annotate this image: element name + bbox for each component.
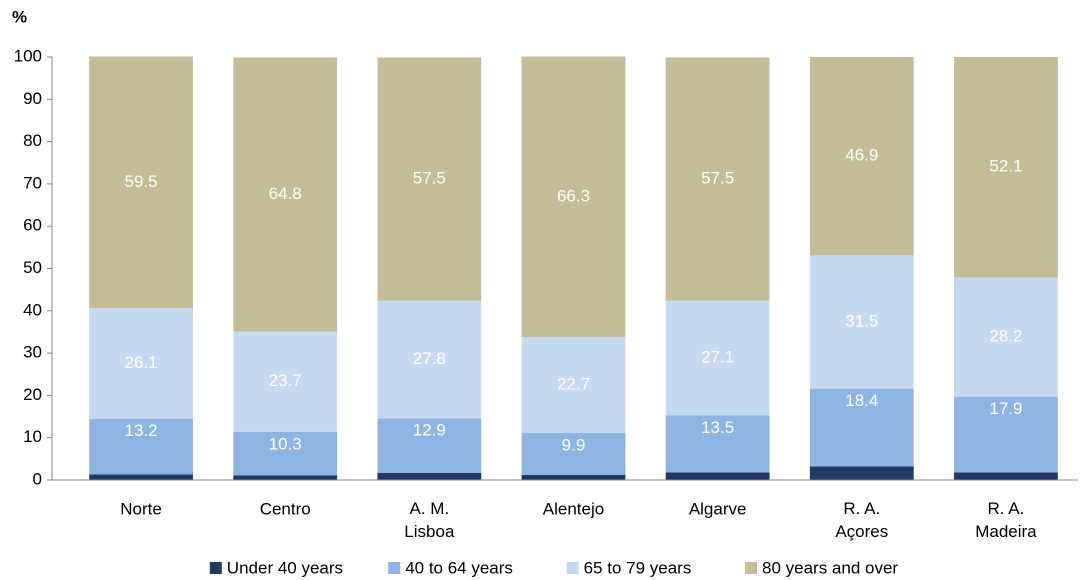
bar-segment bbox=[954, 472, 1058, 480]
y-tick-label: 30 bbox=[23, 343, 42, 362]
data-label: 18.4 bbox=[845, 391, 878, 410]
bar-segment bbox=[809, 57, 914, 256]
y-tick-label: 10 bbox=[23, 427, 42, 446]
bar-segment bbox=[809, 388, 914, 467]
bar-segment bbox=[233, 475, 338, 480]
bar-segment bbox=[233, 331, 338, 432]
y-tick-label: 20 bbox=[23, 385, 42, 404]
bar-segment bbox=[89, 56, 193, 309]
bar-segment bbox=[521, 474, 626, 480]
y-tick-label: 90 bbox=[23, 89, 42, 108]
x-tick-label: A. M. Lisboa bbox=[404, 499, 455, 541]
data-label: 64.8 bbox=[269, 184, 302, 203]
data-label: 10.3 bbox=[269, 434, 302, 453]
legend-label: 65 to 79 years bbox=[584, 558, 692, 577]
bar-segment bbox=[665, 415, 770, 473]
y-tick-label: 40 bbox=[23, 300, 42, 319]
bar-segment bbox=[377, 300, 482, 419]
bar-segment bbox=[521, 56, 626, 338]
legend-label: 80 years and over bbox=[762, 558, 898, 577]
data-label: 26.1 bbox=[125, 353, 158, 372]
y-tick-label: 70 bbox=[23, 173, 42, 192]
y-tick-label: 80 bbox=[23, 131, 42, 150]
bar-segment bbox=[521, 337, 626, 434]
bar-segment bbox=[521, 433, 626, 475]
data-label: 31.5 bbox=[845, 311, 878, 330]
y-tick-label: 0 bbox=[33, 469, 42, 488]
data-label: 52.1 bbox=[989, 157, 1022, 176]
data-label: 9.9 bbox=[562, 436, 586, 455]
y-axis-label: % bbox=[12, 7, 27, 26]
bar-segment bbox=[89, 308, 193, 419]
y-tick-label: 100 bbox=[14, 46, 42, 65]
x-tick-label: R. A. Açores bbox=[835, 499, 888, 541]
x-tick-label: Norte bbox=[120, 499, 162, 518]
x-tick-label: Alentejo bbox=[543, 499, 604, 518]
bar-segment bbox=[954, 277, 1058, 397]
data-label: 22.7 bbox=[557, 375, 590, 394]
x-tick-label: Centro bbox=[260, 499, 311, 518]
legend-label: Under 40 years bbox=[227, 558, 343, 577]
legend-swatch bbox=[388, 562, 401, 574]
y-tick-label: 60 bbox=[23, 216, 42, 235]
data-label: 66.3 bbox=[557, 186, 590, 205]
legend-swatch bbox=[745, 562, 757, 574]
x-tick-label: R. A. Madeira bbox=[975, 499, 1037, 541]
bar-segment bbox=[665, 472, 770, 480]
x-tick-label: Algarve bbox=[689, 499, 747, 518]
data-label: 27.1 bbox=[701, 347, 734, 366]
data-label: 57.5 bbox=[413, 169, 446, 188]
bar-segment bbox=[377, 472, 482, 480]
bar-segment bbox=[233, 57, 338, 332]
data-label: 12.9 bbox=[413, 421, 446, 440]
bar-segment bbox=[665, 300, 770, 416]
data-label: 27.8 bbox=[413, 349, 446, 368]
data-label: 23.7 bbox=[269, 371, 302, 390]
bar-segment bbox=[377, 418, 482, 473]
bar-segment bbox=[809, 466, 914, 480]
bar-segment bbox=[954, 396, 1058, 473]
bar-segment bbox=[665, 57, 770, 301]
y-tick-label: 50 bbox=[23, 258, 42, 277]
bar-segment bbox=[377, 57, 482, 301]
legend-swatch bbox=[209, 562, 222, 574]
bar-segment bbox=[809, 255, 914, 389]
data-label: 46.9 bbox=[845, 146, 878, 165]
bar-segment bbox=[89, 474, 193, 480]
data-label: 13.5 bbox=[701, 418, 734, 437]
data-label: 13.2 bbox=[125, 421, 158, 440]
data-label: 28.2 bbox=[989, 327, 1022, 346]
legend-label: 40 to 64 years bbox=[405, 558, 513, 577]
legend-swatch bbox=[566, 562, 579, 574]
data-label: 59.5 bbox=[125, 172, 158, 191]
bar-segment bbox=[954, 57, 1058, 278]
data-label: 17.9 bbox=[989, 399, 1022, 418]
bar-segment bbox=[233, 431, 338, 476]
bar-segment bbox=[89, 418, 193, 475]
data-label: 57.5 bbox=[701, 169, 734, 188]
